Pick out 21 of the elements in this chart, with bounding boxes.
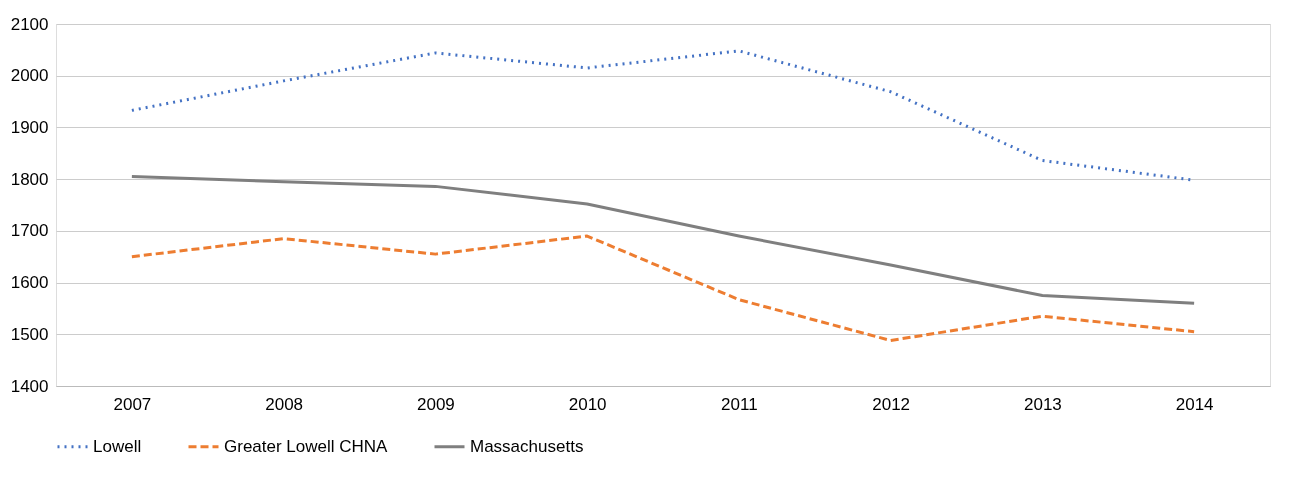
legend-label: Massachusetts — [470, 436, 584, 456]
y-tick-label: 2100 — [10, 14, 49, 34]
y-tick-label: 1900 — [10, 117, 49, 137]
legend-label: Greater Lowell CHNA — [224, 436, 389, 456]
legend-label: Lowell — [93, 436, 142, 456]
x-tick-label: 2014 — [1175, 394, 1214, 414]
y-tick-label: 1800 — [10, 169, 49, 189]
y-tick-label: 1700 — [10, 221, 49, 241]
y-tick-label: 1400 — [10, 376, 49, 396]
y-tick-label: 1500 — [10, 324, 49, 344]
x-tick-label: 2011 — [721, 394, 758, 414]
x-tick-label: 2007 — [113, 394, 152, 414]
y-tick-label: 2000 — [10, 66, 49, 86]
x-tick-label: 2009 — [416, 394, 455, 414]
x-tick-label: 2010 — [568, 394, 607, 414]
line-series — [130, 234, 1196, 342]
x-tick-label: 2012 — [872, 394, 911, 414]
x-tick-label: 2013 — [1023, 394, 1062, 414]
y-tick-label: 1600 — [10, 273, 49, 293]
line-series — [130, 175, 1196, 305]
x-tick-label: 2008 — [265, 394, 304, 414]
